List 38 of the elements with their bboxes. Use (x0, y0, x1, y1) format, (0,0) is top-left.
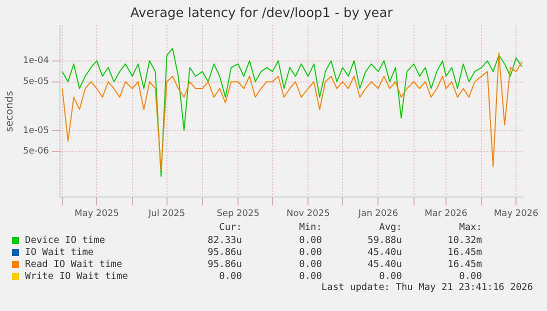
text: 10.32m (446, 234, 482, 246)
y-tick-label: 5e-05 (22, 77, 49, 88)
chart-title: Average latency for /dev/loop1 - by year (130, 6, 394, 22)
text: 16.45m (446, 246, 482, 258)
x-tick-label: May 2025 (74, 208, 119, 219)
text: Cur: (218, 222, 242, 234)
legend-label: Read IO Wait time (25, 258, 122, 270)
x-tick-label: Mar 2026 (424, 208, 468, 219)
text: 16.45m (446, 258, 482, 270)
legend-label: Device IO time (25, 234, 106, 246)
text: 0.00 (218, 270, 242, 282)
text: 45.40u (366, 246, 402, 258)
text: 59.88u (366, 234, 402, 246)
text: 0.00 (298, 246, 322, 258)
y-tick-label: 1e-04 (22, 56, 50, 66)
text: Min: (298, 222, 322, 234)
y-tick-label: 1e-05 (22, 126, 49, 136)
text: Avg: (378, 222, 402, 234)
text: 82.33u (206, 234, 242, 246)
x-tick-label: Nov 2025 (286, 208, 330, 219)
text: 45.40u (366, 258, 402, 270)
text: 0.00 (298, 258, 322, 270)
text: 0.00 (298, 270, 322, 282)
text: 0.00 (458, 270, 482, 282)
x-tick-label: Jul 2025 (148, 208, 186, 219)
legend-label: IO Wait time (25, 246, 94, 258)
y-tick-label: 5e-06 (22, 146, 50, 157)
legend-label: Write IO Wait time (25, 270, 128, 282)
x-tick-label: May 2026 (494, 208, 539, 219)
text: Max: (458, 222, 482, 234)
text: 95.86u (206, 246, 242, 258)
text: 0.00 (378, 270, 402, 282)
text: 0.00 (298, 234, 322, 246)
x-tick-label: Jan 2026 (357, 208, 398, 219)
x-tick-label: Sep 2025 (216, 208, 260, 219)
y-axis-title: seconds (4, 90, 16, 132)
text: Last update: Thu May 21 23:41:16 2026 (320, 282, 534, 293)
text: 95.86u (206, 258, 242, 270)
